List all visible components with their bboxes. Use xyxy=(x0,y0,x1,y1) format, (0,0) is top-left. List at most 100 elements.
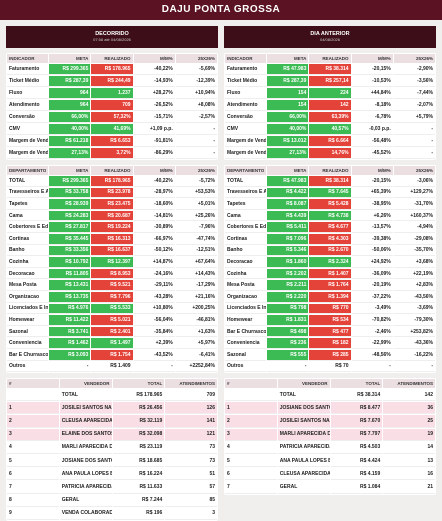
cell: R$ 182 xyxy=(309,338,351,349)
cell: -12,51% xyxy=(175,246,217,257)
cell: Atendimento xyxy=(7,100,49,111)
cell: R$ 16.313 xyxy=(91,233,133,245)
cell: 154 xyxy=(267,88,309,99)
column-header: META xyxy=(49,54,91,63)
cell: +65,39% xyxy=(351,188,393,199)
cell: +1,09 p.p. xyxy=(133,124,175,135)
cell: JOSILEI SANTOS NASCIMENTO xyxy=(277,415,330,428)
cell: -45,52% xyxy=(351,148,393,159)
row: CMV 40,00% 41,69% +1,09 p.p. - xyxy=(7,124,217,135)
cell: 14 xyxy=(383,442,435,455)
column-header: TOTAL xyxy=(330,379,383,389)
cell: Mesa Posta xyxy=(225,280,267,291)
cell: R$ 27.817 xyxy=(49,222,91,233)
cell: 154 xyxy=(267,100,309,111)
cell: -35,70% xyxy=(393,246,435,257)
cell: VENDA COLABORADOR xyxy=(59,508,112,520)
departments-table: DEPARTAMENTO META REALIZADO M/M% 25X26% TOTAL… xyxy=(224,165,436,374)
cell: R$ 1.497 xyxy=(91,338,133,349)
cell: 2 xyxy=(7,415,59,428)
row: Mesa Posta R$ 13.431 R$ 9.521 -29,11% -17,29… xyxy=(7,280,217,291)
cell: +22,19% xyxy=(393,269,435,280)
cell: R$ 35.445 xyxy=(49,233,91,245)
cell: R$ 178.965 xyxy=(112,389,165,402)
cell: R$ 38.314 xyxy=(309,176,351,187)
cell: Cortinas xyxy=(7,234,49,245)
cell: TOTAL xyxy=(225,176,267,187)
cell: R$ 12.397 xyxy=(91,257,133,268)
cell: Atendimento xyxy=(225,100,267,111)
cell: R$ 61.218 xyxy=(49,136,91,147)
panel: DECORRIDO 07:58 até 04/08/2026 INDICADOR ME… xyxy=(6,26,218,521)
cell: 5 xyxy=(225,455,277,468)
row: Outros - R$ 1.409- +2252,84% xyxy=(7,361,217,373)
cell: 709 xyxy=(91,100,133,111)
cell: -5,69% xyxy=(175,64,217,75)
cell: +253,82% xyxy=(393,327,435,338)
header-title: DAJU PONTA GROSSA xyxy=(0,0,442,20)
cell: -24,16% xyxy=(133,269,175,280)
cell: Banho xyxy=(7,246,49,257)
cell: +5,01% xyxy=(175,199,217,210)
column-header: ATENDIMENTOS xyxy=(165,379,217,389)
cell: R$ 23.475 xyxy=(91,199,133,210)
cell: Cama xyxy=(225,211,267,222)
cell: +10,80% xyxy=(133,304,175,315)
cell: GERAL xyxy=(277,481,330,494)
cell: -43,52% xyxy=(133,350,175,361)
cell: Bar E Churrasco xyxy=(7,350,49,361)
row: 7 GERAL R$ 1.084 21 xyxy=(225,481,435,494)
cell: R$ 1.764 xyxy=(309,280,351,291)
cell: -6,41% xyxy=(175,350,217,361)
row: Cama R$ 24.283 R$ 20.687 -14,81% +25,26% xyxy=(7,210,217,222)
cell: +67,64% xyxy=(175,257,217,268)
cell: CMV xyxy=(225,124,267,135)
cell: 3,72% xyxy=(91,148,133,159)
cell: +44,84% xyxy=(351,88,393,99)
cell: PATRICIA APARECIDA GOMES xyxy=(59,481,112,494)
cell: +21,16% xyxy=(175,292,217,303)
cell: R$ 18.685 xyxy=(112,455,165,468)
cell: Bar E Churrasco xyxy=(225,327,267,338)
cell: R$ 2.401 xyxy=(91,326,133,338)
cell: -29,08% xyxy=(393,234,435,245)
row: Atendimento 964 709 -26,52% +8,08% xyxy=(7,100,217,111)
cell: R$ 287,39 xyxy=(267,76,309,87)
cell: R$ 6.664 xyxy=(309,136,351,147)
row: 3 ELAINE DOS SANTOS R$ 32.098 121 xyxy=(7,428,217,441)
column-header: META xyxy=(267,54,309,63)
cell: -31,70% xyxy=(393,199,435,210)
row: Conversão 66,00% 63,39% -6,78% +5,79% xyxy=(225,112,435,123)
cell: +14,87% xyxy=(133,257,175,268)
cell: R$ 6.653 xyxy=(91,136,133,147)
cell: +129,27% xyxy=(393,188,435,199)
cell: -2,57% xyxy=(175,112,217,123)
row: Homewear R$ 1.831 R$ 534 -70,82% -79,30% xyxy=(225,315,435,326)
cell: R$ 32.098 xyxy=(112,428,165,441)
cell: 1 xyxy=(7,402,59,415)
cell: CMV xyxy=(7,124,49,135)
cell: R$ 11.422 xyxy=(49,315,91,326)
cell: MARLI APARECIDA DE RAMOS xyxy=(59,442,112,455)
cell: R$ 4.976 xyxy=(49,303,91,315)
cell: -7,96% xyxy=(175,222,217,233)
cell: -2,07% xyxy=(393,100,435,111)
cell: 141 xyxy=(165,415,217,428)
row: TOTAL R$ 47.983 R$ 38.314 -20,15% -3,06% xyxy=(225,176,435,187)
cell: - xyxy=(267,362,309,373)
cell: - xyxy=(175,124,217,135)
cell: Organizacao xyxy=(225,292,267,303)
cell: -3,49% xyxy=(351,304,393,315)
cell: -20,15% xyxy=(351,176,393,187)
cell: R$ 1.831 xyxy=(267,315,309,326)
column-header: M/M% xyxy=(351,166,393,175)
cell: R$ 4.424 xyxy=(330,455,383,468)
cell: TOTAL xyxy=(7,176,49,187)
cell: 3 xyxy=(225,428,277,441)
cell: -56,48% xyxy=(351,136,393,147)
cell: -4,94% xyxy=(393,222,435,233)
cell: 73 xyxy=(165,455,217,468)
